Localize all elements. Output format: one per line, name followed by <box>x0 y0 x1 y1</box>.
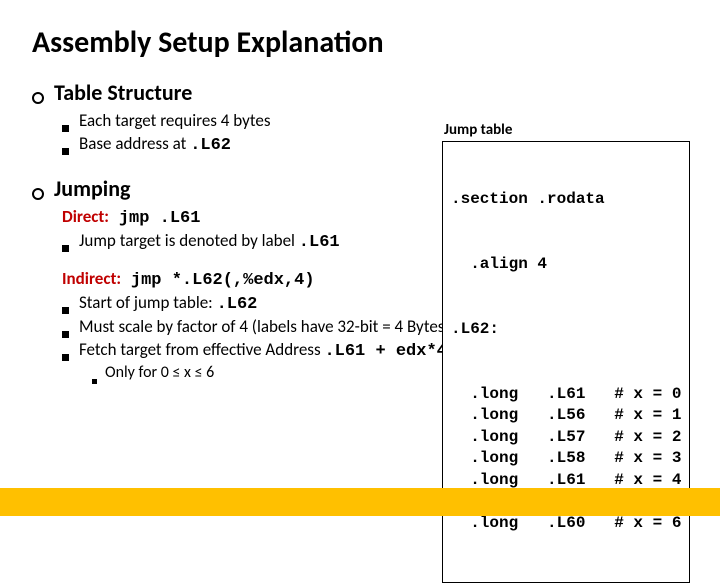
text-pre: Base address at <box>79 133 190 154</box>
bullet-square-icon <box>62 307 69 314</box>
text-pre: Fetch target from effective Address <box>79 339 324 360</box>
indirect-code: jmp *.L62(,%edx,4) <box>131 271 315 290</box>
slide-title: Assembly Setup Explanation <box>32 24 688 61</box>
content-area: Table Structure Each target requires 4 b… <box>32 79 688 382</box>
accent-bar <box>0 488 720 516</box>
direct-label: Direct: <box>62 206 109 227</box>
bullet-target-bytes: Each target requires 4 bytes <box>62 110 688 131</box>
bullet-text: Start of jump table: .L62 <box>79 292 257 314</box>
code-text: .L61 + edx*4 <box>324 342 446 361</box>
bullet-square-icon <box>62 354 69 361</box>
direct-code: jmp .L61 <box>119 209 201 228</box>
bullet-square-icon <box>62 148 69 155</box>
jt-header1: .section .rodata <box>451 189 681 211</box>
bullet-circle-icon <box>32 92 44 104</box>
code-text: .L62 <box>217 295 258 314</box>
slide: Assembly Setup Explanation Table Structu… <box>0 0 720 540</box>
jt-row: .long .L60 # x = 6 <box>451 513 681 535</box>
bullet-text: Fetch target from effective Address .L61… <box>79 339 447 361</box>
jt-row: .long .L61 # x = 0 <box>451 384 681 406</box>
bullet-text: Each target requires 4 bytes <box>79 110 271 131</box>
indirect-label: Indirect: <box>62 268 121 289</box>
jump-table-box: .section .rodata .align 4 .L62: .long .L… <box>442 141 690 583</box>
jt-row: .long .L56 # x = 1 <box>451 405 681 427</box>
bullet-text: Base address at .L62 <box>79 133 231 155</box>
heading-text: Jumping <box>54 175 130 202</box>
code-text: .L62 <box>190 136 231 155</box>
bullet-text: Only for 0 ≤ x ≤ 6 <box>105 363 214 382</box>
bullet-square-icon <box>62 331 69 338</box>
bullet-circle-icon <box>32 188 44 200</box>
heading-text: Table Structure <box>54 79 192 106</box>
bullet-square-icon <box>62 125 69 132</box>
bullet-square-icon <box>62 245 69 252</box>
jump-table-caption: Jump table <box>444 121 512 139</box>
jt-row: .long .L57 # x = 2 <box>451 427 681 449</box>
jt-header3: .L62: <box>451 319 681 341</box>
code-text: .L61 <box>299 233 340 252</box>
bullet-small-square-icon <box>92 379 97 384</box>
text-pre: Jump target is denoted by label <box>79 230 299 251</box>
section-heading-table-structure: Table Structure <box>32 79 688 106</box>
bullet-text: Jump target is denoted by label .L61 <box>79 230 340 252</box>
jt-header2: .align 4 <box>451 254 681 276</box>
text-pre: Start of jump table: <box>79 292 217 313</box>
jt-row: .long .L58 # x = 3 <box>451 448 681 470</box>
